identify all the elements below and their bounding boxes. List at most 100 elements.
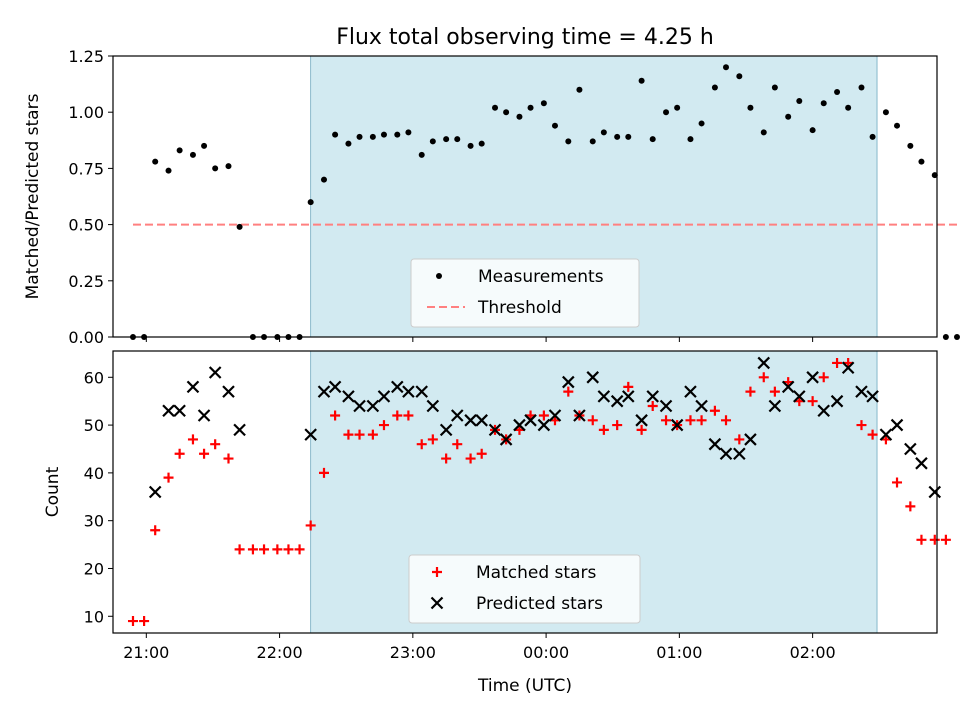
matched-star-marker — [758, 372, 769, 383]
matched-star-marker — [259, 544, 270, 555]
matched-star-marker — [223, 453, 234, 464]
measurement-point — [527, 104, 534, 111]
matched-star-marker — [210, 439, 221, 450]
predicted-star-marker — [879, 428, 893, 441]
measurement-point — [918, 158, 925, 165]
measurement-points — [129, 64, 960, 340]
measurement-point — [236, 223, 243, 230]
matched-star-marker — [818, 372, 829, 383]
measurement-point — [565, 138, 572, 145]
matched-star-marker — [150, 525, 161, 536]
measurement-point — [405, 129, 412, 136]
matched-star-marker — [807, 396, 818, 407]
measurement-point — [176, 147, 183, 154]
y-tick-label: 40 — [84, 464, 104, 483]
measurement-point — [551, 122, 558, 129]
predicted-star-marker — [817, 404, 831, 418]
y-tick-label: 50 — [84, 416, 104, 435]
predicted-star-marker — [670, 418, 684, 432]
matched-star-marker — [283, 544, 294, 555]
measurement-point — [576, 86, 583, 93]
predicted-star-marker — [622, 390, 635, 403]
measurement-point — [212, 165, 219, 172]
predicted-star-marker — [928, 485, 942, 499]
measurement-point — [332, 131, 339, 138]
matched-star-marker — [734, 434, 745, 445]
y-tick-label: 1.25 — [68, 47, 104, 66]
legend-label: Matched stars — [476, 563, 596, 583]
measurement-point — [152, 158, 159, 165]
measurement-point — [540, 100, 547, 107]
predicted-star-marker — [573, 409, 586, 422]
top-y-axis-label: Matched/Predicted stars — [23, 93, 43, 299]
matched-star-marker — [661, 415, 672, 426]
predicted-star-marker — [208, 366, 222, 379]
measurement-point — [931, 172, 938, 179]
measurement-point — [953, 334, 960, 340]
matched-star-marker — [441, 453, 452, 464]
measurement-point — [907, 142, 914, 149]
predicted-star-marker — [646, 390, 659, 403]
bottom-panel: 10 20 30 40 50 60 21:00 22:00 23:00 00:00 01:00 02… — [43, 350, 951, 696]
matched-star-marker — [916, 534, 927, 545]
matched-star-marker — [416, 439, 427, 450]
predicted-star-marker — [304, 428, 317, 441]
measurement-point — [894, 122, 901, 129]
measurement-point — [503, 109, 510, 116]
matched-star-marker — [685, 415, 696, 426]
measurement-point — [356, 133, 363, 140]
matched-star-marker — [432, 567, 442, 577]
predicted-star-marker — [757, 356, 771, 370]
matched-star-marker — [187, 434, 198, 445]
measurement-point — [454, 136, 461, 143]
predicted-star-marker — [317, 385, 331, 398]
x-tick-label: 02:00 — [790, 643, 836, 662]
matched-star-marker — [832, 357, 843, 368]
y-tick-label: 60 — [84, 368, 104, 387]
predicted-star-marker — [768, 399, 782, 413]
x-tick-label: 22:00 — [257, 643, 303, 662]
matched-star-marker — [647, 400, 658, 411]
predicted-star-marker — [904, 442, 917, 456]
matched-star-marker — [318, 467, 329, 478]
measurement-point — [858, 84, 865, 91]
legend-box — [408, 554, 641, 624]
matched-star-marker — [452, 439, 463, 450]
matched-star-marker — [392, 410, 403, 421]
predicted-star-marker — [708, 437, 722, 451]
bottom-axes-frame — [112, 350, 938, 634]
measurement-point — [771, 84, 778, 91]
predicted-star-marker — [793, 390, 806, 403]
matched-star-marker — [905, 501, 916, 512]
y-tick-label: 30 — [84, 512, 104, 531]
predicted-star-marker — [439, 423, 453, 437]
chart-title: Flux total observing time = 4.25 h — [336, 25, 714, 50]
matched-star-marker — [272, 544, 283, 555]
predicted-star-marker — [781, 380, 795, 394]
matched-star-marker — [612, 420, 623, 431]
measurement-point — [307, 199, 314, 206]
measurement-point — [638, 77, 645, 84]
matched-star-marker — [294, 544, 305, 555]
measurement-point — [674, 104, 681, 111]
measurement-point — [809, 127, 816, 134]
measurement-point — [600, 129, 607, 136]
measurement-point — [760, 129, 767, 136]
measurement-point — [189, 151, 196, 158]
measurement-point — [492, 104, 499, 111]
matched-star-marker — [940, 534, 951, 545]
predicted-star-marker — [719, 447, 733, 461]
measurement-point — [663, 109, 670, 116]
y-tick-label: 0.75 — [68, 159, 104, 178]
measurement-point — [711, 84, 718, 91]
matched-star-marker — [163, 472, 174, 483]
legend-label: Predicted stars — [476, 594, 603, 614]
y-tick-label: 0.00 — [68, 328, 104, 347]
predicted-star-marker — [548, 409, 562, 422]
predicted-star-marker — [377, 390, 391, 403]
matched-star-marker — [709, 405, 720, 416]
predicted-star-marker — [430, 596, 444, 610]
predicted-star-marker — [475, 414, 488, 427]
predicted-star-marker — [684, 385, 697, 398]
matched-star-marker — [139, 616, 150, 627]
